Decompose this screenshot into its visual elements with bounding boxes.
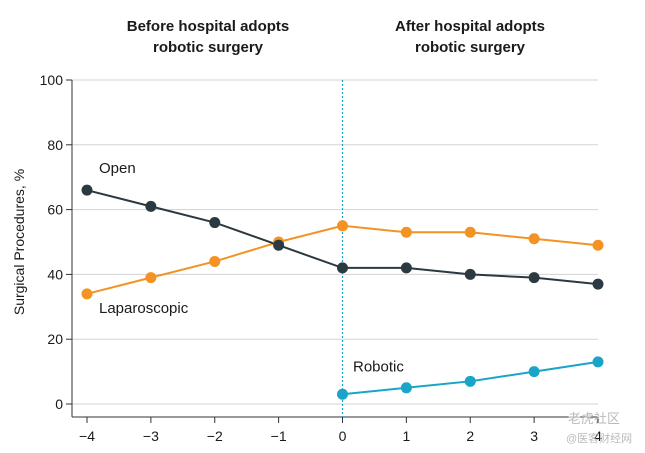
after-header-line: robotic surgery (415, 39, 526, 56)
before-header-line: robotic surgery (153, 39, 264, 56)
x-tick-label: −4 (79, 428, 95, 444)
x-tick-label: 0 (339, 428, 347, 444)
watermark-line2: @医客财经网 (566, 431, 632, 445)
y-tick-label: 80 (47, 137, 63, 153)
point-laparoscopic (400, 226, 412, 238)
after-header-line: After hospital adopts (395, 18, 545, 35)
y-tick-label: 20 (47, 331, 63, 347)
point-laparoscopic (464, 226, 476, 238)
point-open (592, 278, 604, 290)
point-open (464, 268, 476, 280)
point-laparoscopic (209, 255, 221, 267)
point-robotic (464, 375, 476, 387)
series-label-open: Open (99, 160, 136, 177)
period-headers: Before hospital adopts robotic surgery Aft… (127, 18, 545, 56)
point-robotic (337, 388, 348, 400)
point-open (209, 217, 221, 229)
watermark: 老虎社区 @医客财经网 (566, 411, 632, 445)
series-label-laparoscopic: Laparoscopic (99, 300, 189, 317)
y-tick-label: 0 (55, 396, 63, 412)
point-open (81, 184, 93, 196)
x-tick-label: −3 (143, 428, 159, 444)
x-tick-label: 2 (466, 428, 474, 444)
point-robotic (592, 356, 604, 368)
before-header-line: Before hospital adopts (127, 18, 290, 35)
x-tick-label: −1 (271, 428, 287, 444)
x-tick-label: −2 (207, 428, 223, 444)
x-tick-label: 4 (594, 428, 602, 444)
axes: 0 20 40 60 80 100 −4 −3 −2 −1 0 1 2 3 4 Surgical Proced… (11, 72, 602, 444)
x-tick-label: 1 (402, 428, 410, 444)
point-open (337, 262, 348, 274)
series (81, 184, 604, 400)
point-laparoscopic (81, 288, 93, 300)
y-axis-title: Surgical Procedures, % (11, 169, 27, 315)
point-open (400, 262, 412, 274)
point-open (145, 200, 157, 212)
y-tick-label: 60 (47, 202, 63, 218)
y-tick-label: 100 (40, 72, 64, 88)
grid (72, 79, 598, 405)
point-laparoscopic (337, 220, 348, 232)
point-open (528, 272, 540, 284)
point-laparoscopic (592, 239, 604, 251)
y-tick-label: 40 (47, 266, 63, 282)
point-laparoscopic (528, 233, 540, 245)
series-label-robotic: Robotic (353, 358, 404, 375)
watermark-line1: 老虎社区 (568, 411, 620, 426)
point-robotic (528, 366, 540, 378)
x-tick-label: 3 (530, 428, 538, 444)
point-robotic (400, 382, 412, 394)
point-open (273, 239, 285, 251)
point-laparoscopic (145, 272, 157, 284)
series-labels: Open Laparoscopic Robotic (99, 160, 404, 375)
